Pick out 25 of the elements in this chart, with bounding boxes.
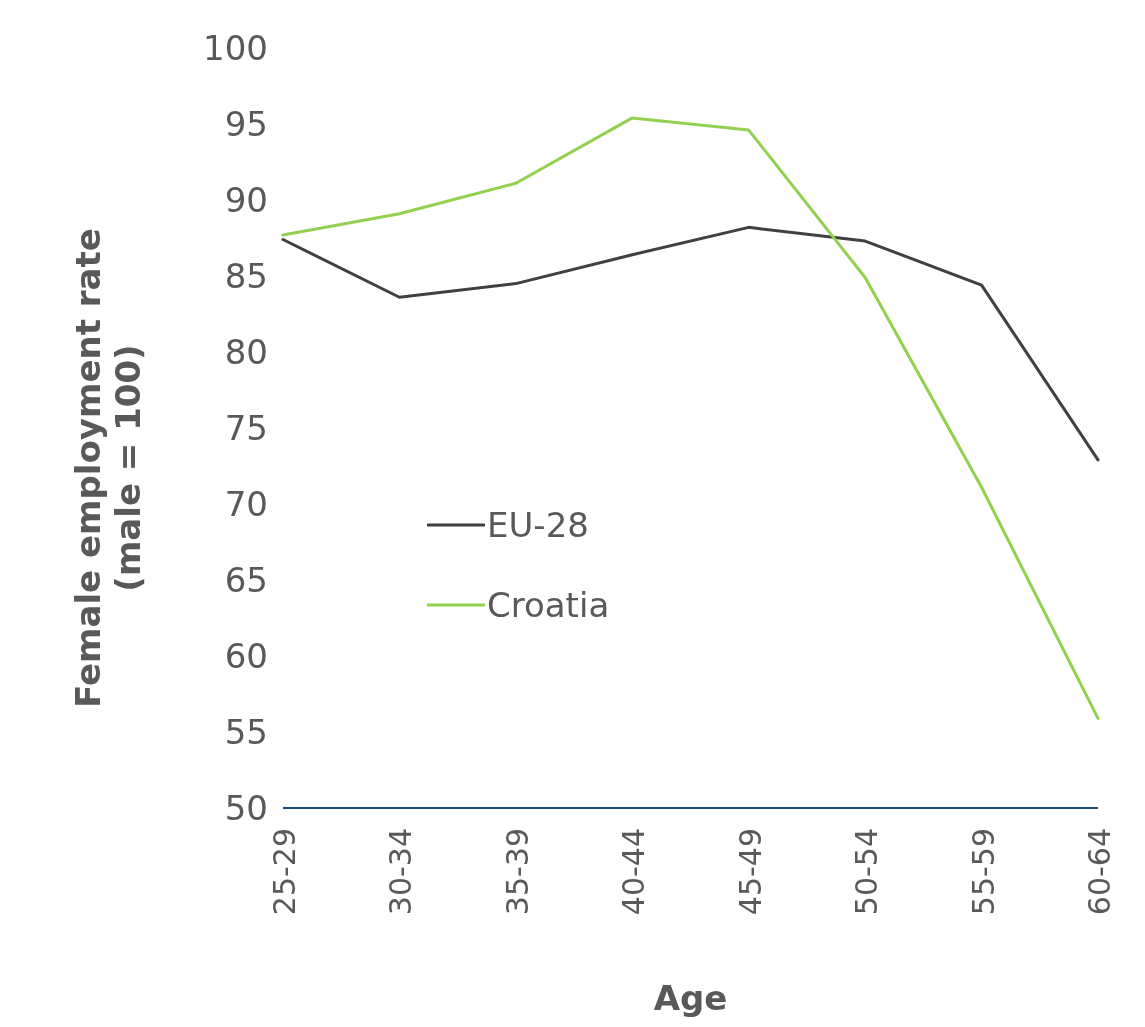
x-tick-label: 55-59 bbox=[965, 828, 1001, 916]
legend-label: Croatia bbox=[487, 584, 610, 625]
line-series bbox=[281, 116, 1100, 720]
y-tick-label: 65 bbox=[224, 559, 268, 600]
y-tick-label: 95 bbox=[224, 103, 268, 144]
x-tick-label: 40-44 bbox=[616, 828, 652, 916]
x-tick-label: 25-29 bbox=[267, 828, 302, 916]
x-tick-label: 35-39 bbox=[499, 828, 535, 916]
y-tick-label: 50 bbox=[224, 787, 268, 828]
y-tick-label: 60 bbox=[224, 635, 268, 676]
x-tick-label: 30-34 bbox=[383, 828, 419, 916]
y-tick-label: 70 bbox=[224, 483, 268, 524]
x-tick-label: 60-64 bbox=[1082, 828, 1117, 916]
y-tick-label: 75 bbox=[224, 407, 268, 448]
y-tick-label: 90 bbox=[224, 179, 268, 220]
y-axis-title: Female employment rate (male = 100) bbox=[68, 228, 148, 708]
x-tick-label: 50-54 bbox=[849, 828, 885, 916]
y-tick-label: 85 bbox=[224, 255, 268, 296]
x-tick-label: 45-49 bbox=[732, 828, 768, 916]
x-axis-title: Age bbox=[653, 978, 728, 1018]
line-series bbox=[281, 225, 1100, 462]
y-tick-label: 80 bbox=[224, 331, 268, 372]
y-tick-label: 55 bbox=[224, 711, 268, 752]
legend-label: EU-28 bbox=[487, 504, 589, 545]
y-tick-label: 100 bbox=[203, 27, 268, 68]
